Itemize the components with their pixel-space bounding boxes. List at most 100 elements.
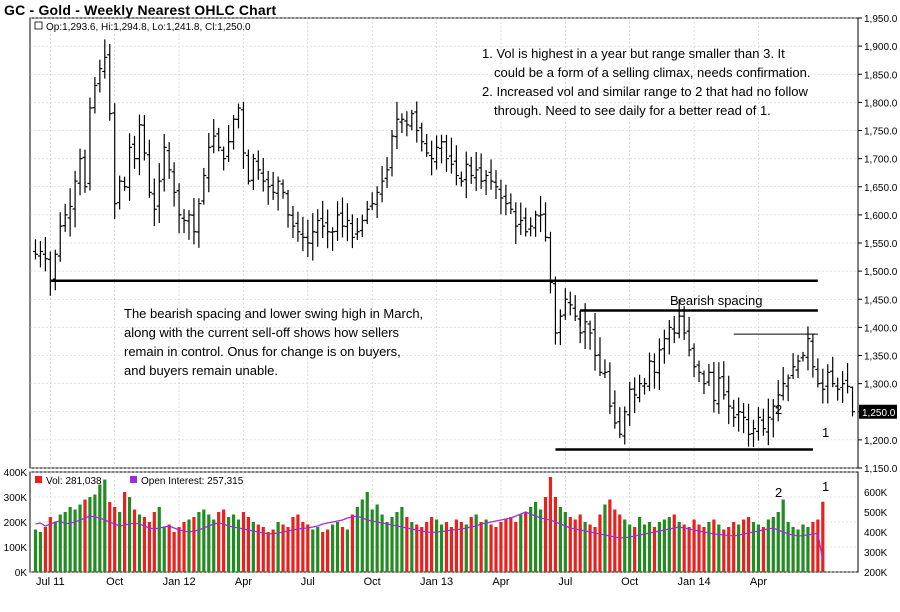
volume-bar	[717, 524, 721, 572]
ohlc-bar	[741, 402, 747, 434]
volume-bar	[93, 494, 97, 572]
volume-bar	[48, 517, 52, 572]
volume-bar	[236, 519, 241, 572]
note-top-right-line: 1. Vol is highest in a year but range sm…	[482, 46, 785, 61]
volume-bar	[385, 522, 389, 572]
marker-1-volume: 1	[822, 479, 829, 494]
ohlc-bar	[344, 203, 350, 242]
volume-bar	[637, 517, 642, 572]
x-tick-label: Apr	[750, 576, 767, 588]
oi-tick-label: 600K	[864, 488, 888, 499]
volume-bar	[400, 507, 404, 572]
volume-bar	[271, 529, 275, 572]
last-price-tag-bg	[859, 404, 897, 419]
volume-tick-label: 0K	[15, 568, 28, 579]
ohlc-bar	[726, 375, 732, 425]
ohlc-bar	[330, 227, 336, 251]
price-tick-label: 1,150.0	[864, 464, 898, 475]
volume-bar	[761, 527, 765, 572]
volume-bar	[246, 517, 251, 572]
oi-tick-label: 300K	[864, 548, 888, 559]
ohlc-bar	[216, 127, 222, 152]
oi-tick-label: 200K	[864, 568, 888, 579]
ohlc-bar	[280, 179, 286, 199]
ohlc-bar	[32, 239, 38, 260]
volume-bar	[464, 524, 468, 572]
volume-bar	[33, 529, 38, 572]
volume-bar	[548, 477, 553, 572]
x-tick-label: Apr	[235, 576, 252, 588]
price-tick-label: 1,400.0	[864, 323, 898, 334]
volume-bar	[321, 532, 325, 572]
ohlc-bar	[736, 397, 742, 432]
volume-bar	[687, 527, 691, 572]
volume-bar	[127, 497, 132, 572]
ohlc-bar	[176, 183, 182, 234]
note-top-right-line: could be a form of a selling climax, nee…	[494, 65, 811, 80]
ohlc-bar	[830, 356, 836, 388]
price-tick-label: 1,700.0	[864, 155, 898, 166]
ohlc-bar	[240, 101, 246, 169]
price-tick-label: 1,950.0	[864, 14, 898, 25]
ohlc-bar	[681, 306, 687, 340]
volume-bar	[241, 512, 246, 572]
volume-bar	[182, 522, 186, 572]
price-tick-label: 1,900.0	[864, 42, 898, 53]
volume-bar	[756, 524, 761, 572]
marker-1-price: 1	[822, 425, 829, 440]
volume-bar	[662, 519, 666, 572]
x-tick-label: Apr	[492, 576, 509, 588]
ohlc-bar	[666, 320, 672, 355]
last-price-tag: 1,250.0	[862, 408, 896, 419]
ohlc-bar	[354, 217, 360, 240]
ohlc-bar	[731, 399, 737, 427]
oi-tick-label: 500K	[864, 508, 888, 519]
volume-bar	[306, 524, 310, 572]
volume-bar	[103, 479, 107, 572]
volume-bar	[217, 512, 221, 572]
ohlc-bar	[310, 213, 316, 261]
ohlc-bar	[161, 133, 167, 192]
volume-bar	[504, 519, 508, 572]
ohlc-bar	[419, 122, 425, 152]
volume-bar	[598, 514, 602, 572]
volume-bar	[434, 519, 439, 572]
ohlc-bar	[52, 249, 58, 291]
ohlc-bar	[443, 134, 449, 172]
ohlc-bar	[785, 374, 791, 402]
volume-bar	[113, 507, 117, 572]
ohlc-bar	[339, 197, 345, 238]
ohlc-bar	[245, 149, 251, 185]
ohlc-bar	[156, 163, 162, 224]
ohlc-bar	[790, 353, 796, 380]
volume-bar	[657, 522, 662, 572]
ohlc-bar	[508, 193, 514, 214]
volume-bar	[796, 529, 800, 572]
volume-tick-label: 300K	[4, 493, 28, 504]
volume-bar	[43, 527, 47, 572]
ohlc-bar	[592, 312, 598, 371]
volume-bar	[702, 527, 706, 572]
ohlc-bar	[320, 200, 326, 239]
ohlc-bar	[260, 157, 266, 192]
note-left-line: The bearish spacing and lower swing high…	[124, 306, 423, 321]
volume-bar	[251, 522, 255, 572]
ohlc-bar	[632, 377, 638, 414]
ohlc-bar	[359, 214, 365, 238]
volume-bar	[405, 517, 409, 572]
ohlc-bar	[369, 192, 375, 211]
ohlc-bar	[597, 337, 603, 377]
volume-bar	[301, 522, 305, 572]
volume-bar	[226, 517, 231, 572]
volume-bar	[395, 512, 399, 572]
volume-bar	[697, 524, 701, 572]
volume-bar	[737, 524, 741, 572]
volume-bar	[118, 512, 122, 572]
volume-bar	[142, 517, 147, 572]
volume-bar	[494, 527, 498, 572]
ohlc-bar	[691, 343, 697, 378]
ohlc-bar	[166, 142, 172, 179]
marker-2-price: 2	[775, 402, 782, 417]
volume-bar	[261, 527, 265, 572]
volume-bar	[370, 509, 374, 572]
